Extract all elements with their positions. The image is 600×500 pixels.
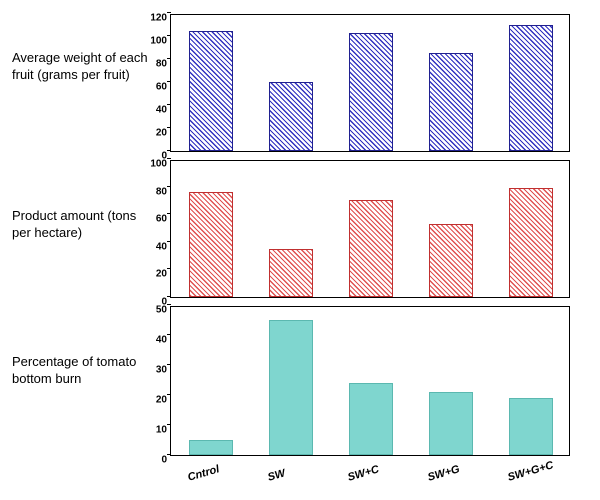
bar-weight-SW+G [429,53,473,151]
bar-product-SW+G+C [509,188,553,297]
ytick: 40 [156,105,171,116]
bar-burn-SW [269,320,313,455]
plot-area-product [171,161,569,297]
bar-burn-SW+G+C [509,398,553,455]
ytick: 80 [156,186,171,197]
panel-product: 020406080100 [170,160,570,298]
ylabel-product: Product amount (tons per hectare) [12,208,157,242]
ytick: 20 [156,269,171,280]
ylabel-weight: Average weight of each fruit (grams per … [12,50,157,84]
xlabel-SW+C: SW+C [346,463,380,483]
panel-weight: 020406080100120 [170,14,570,152]
ytick: 100 [150,36,171,47]
bar-product-Cntrol [189,192,233,297]
ylabel-burn: Percentage of tomato bottom burn [12,354,157,388]
xlabel-SW+G+C: SW+G+C [506,459,555,484]
ytick: 40 [156,241,171,252]
ytick: 30 [156,365,171,376]
xlabel-SW: SW [266,467,286,483]
xlabel-SW+G: SW+G [426,463,461,484]
bar-weight-SW+G+C [509,25,553,152]
ytick: 20 [156,395,171,406]
ytick: 60 [156,214,171,225]
bar-weight-SW [269,82,313,151]
bar-burn-SW+C [349,383,393,455]
ytick: 0 [161,455,171,466]
ytick: 20 [156,128,171,139]
plot-area-weight [171,15,569,151]
plot-area-burn [171,307,569,455]
ytick: 50 [156,305,171,316]
ytick: 80 [156,59,171,70]
bar-product-SW+C [349,200,393,297]
figure: Average weight of each fruit (grams per … [0,0,600,500]
bar-weight-Cntrol [189,31,233,151]
xlabel-Cntrol: Cntrol [186,463,220,483]
ytick: 60 [156,82,171,93]
ytick: 40 [156,335,171,346]
bar-product-SW+G [429,224,473,297]
bar-weight-SW+C [349,33,393,151]
ytick: 10 [156,425,171,436]
ytick: 120 [150,13,171,24]
x-axis-labels: CntrolSWSW+CSW+GSW+G+C [170,466,570,496]
bar-burn-SW+G [429,392,473,455]
bar-product-SW [269,249,313,297]
ytick: 100 [150,159,171,170]
panel-burn: 01020304050 [170,306,570,456]
bar-burn-Cntrol [189,440,233,455]
